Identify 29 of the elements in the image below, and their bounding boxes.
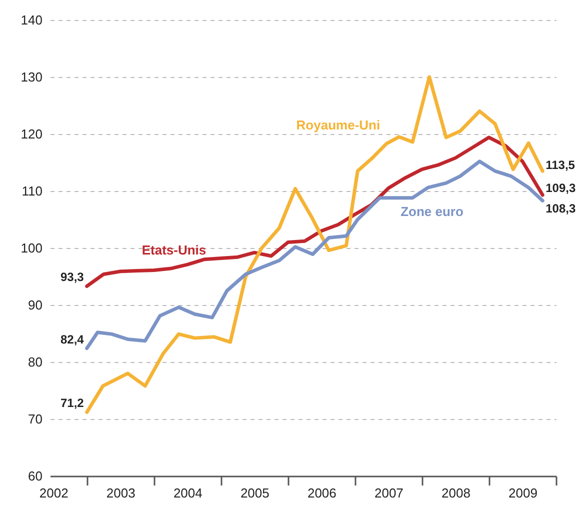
y-tick-label: 140 bbox=[20, 12, 42, 28]
series-label: Royaume-Uni bbox=[296, 117, 380, 132]
y-tick-label: 90 bbox=[28, 298, 42, 312]
data-label: 82,4 bbox=[60, 332, 84, 346]
line-series bbox=[85, 136, 544, 288]
line-series bbox=[85, 75, 544, 414]
x-tick-label: 2005 bbox=[240, 486, 270, 500]
y-tick-label: 70 bbox=[28, 412, 42, 426]
x-tick-label: 2004 bbox=[173, 486, 202, 500]
x-tick-label: 2007 bbox=[374, 486, 404, 500]
x-tick-label: 2008 bbox=[442, 486, 470, 500]
data-label: 93,3 bbox=[60, 270, 84, 284]
y-tick-label: 60 bbox=[28, 468, 42, 484]
data-label: 108,3 bbox=[546, 202, 576, 216]
y-tick-label: 100 bbox=[20, 240, 42, 256]
series-label: Zone euro bbox=[400, 204, 464, 220]
y-tick-label: 120 bbox=[20, 126, 42, 142]
x-tick-label: 2002 bbox=[39, 486, 68, 500]
x-tick-label: 2009 bbox=[508, 486, 538, 500]
data-label: 71,2 bbox=[60, 396, 84, 410]
y-tick-label: 130 bbox=[20, 70, 42, 84]
y-tick-label: 80 bbox=[28, 354, 42, 370]
line-series bbox=[85, 160, 544, 350]
x-tick-label: 2003 bbox=[106, 486, 136, 500]
data-label: 109,3 bbox=[546, 180, 576, 195]
series-label: Etats-Unis bbox=[142, 242, 206, 258]
x-tick-label: 2006 bbox=[307, 486, 336, 500]
data-label: 113,5 bbox=[546, 158, 576, 172]
y-tick-label: 110 bbox=[22, 184, 42, 198]
